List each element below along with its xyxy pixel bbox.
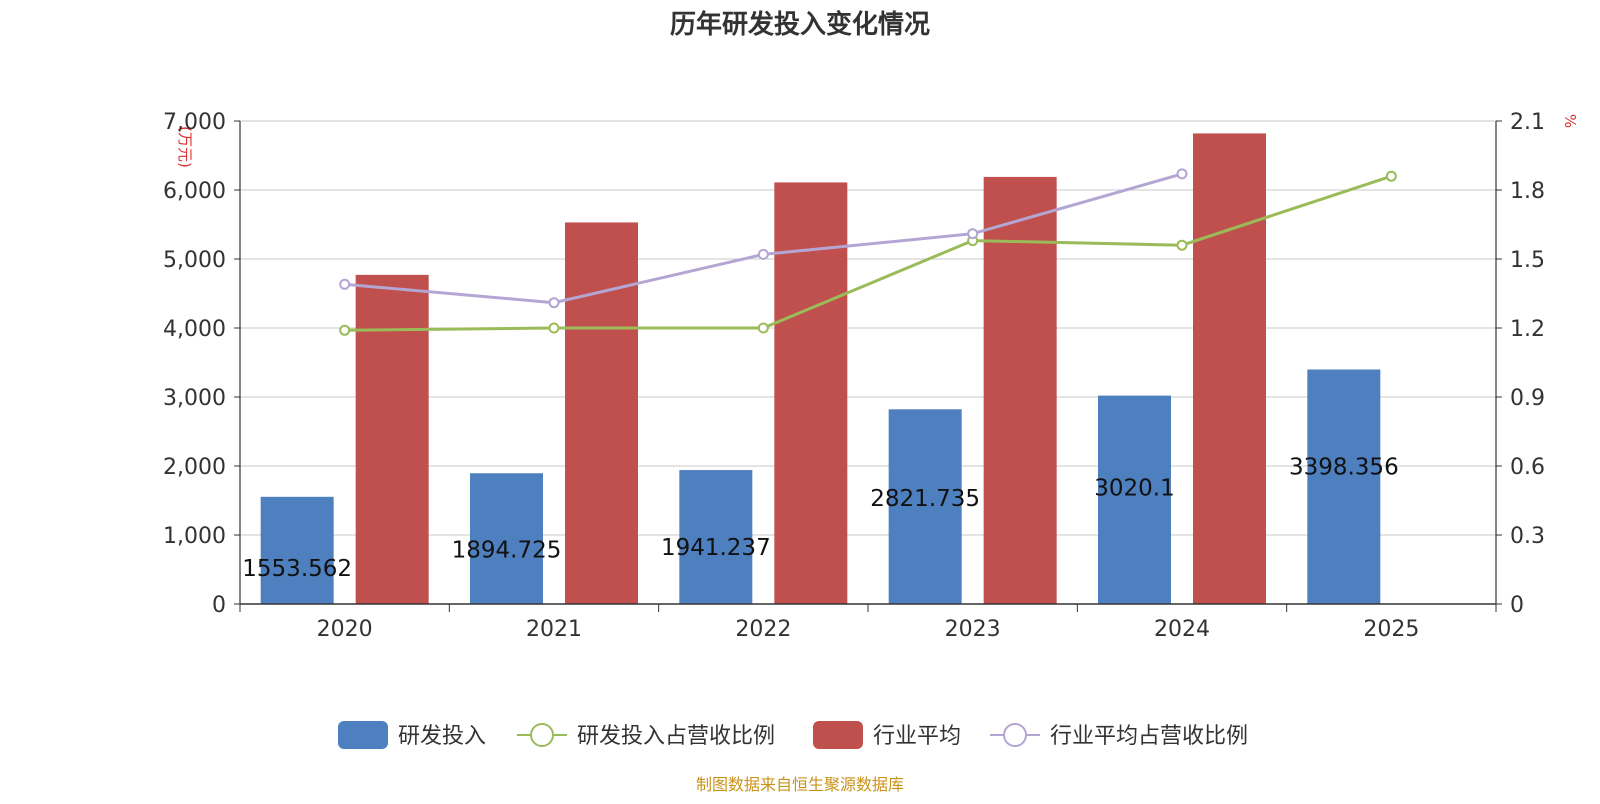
bar-data-label: 1553.562 (242, 556, 352, 582)
bar-rd-investment[interactable] (1307, 369, 1381, 604)
bar-industry-average[interactable] (1193, 133, 1266, 605)
bar-layer (260, 133, 1381, 605)
point-rd-ratio[interactable] (1176, 239, 1188, 251)
legend-marker (1003, 723, 1027, 747)
point-industry-ratio[interactable] (1176, 168, 1188, 180)
legend-label: 行业平均占营收比例 (1050, 724, 1248, 749)
legend-item[interactable]: 研发投入 (338, 721, 486, 749)
bar-data-label: 1894.725 (452, 537, 562, 563)
right-axis-unit: % (1561, 114, 1579, 128)
left-axis-tick-label: 7,000 (163, 110, 226, 135)
bar-industry-average[interactable] (565, 222, 638, 604)
left-axis-tick-label: 6,000 (163, 179, 226, 204)
bar-data-label: 3020.1 (1094, 475, 1174, 501)
series-line-rd-ratio (344, 174, 1392, 332)
x-axis-tick-label: 2024 (1154, 617, 1210, 642)
legend-label: 研发投入占营收比例 (577, 724, 775, 749)
grid-lines (240, 120, 1496, 536)
left-axis-unit: (万元) (176, 126, 194, 168)
bar-data-label: 1941.237 (661, 535, 771, 561)
right-axis-tick-label: 1.8 (1510, 179, 1545, 204)
bar-rd-investment[interactable] (1098, 395, 1171, 604)
source-note: 制图数据来自恒生聚源数据库 (696, 775, 904, 794)
x-axis-tick-label: 2025 (1363, 617, 1419, 642)
point-rd-ratio[interactable] (757, 322, 769, 334)
legend-item[interactable]: 行业平均占营收比例 (990, 723, 1248, 749)
axis-layer: 0 1,000 2,000 3,000 4,000 5,000 6,000 7,000 0 0.3… (163, 110, 1545, 642)
legend-swatch (813, 721, 863, 749)
legend-marker (530, 723, 554, 747)
point-industry-ratio[interactable] (757, 248, 769, 260)
bar-rd-investment[interactable] (470, 473, 543, 604)
x-axis-tick-label: 2020 (317, 617, 373, 642)
point-rd-ratio[interactable] (339, 324, 351, 336)
left-axis-tick-label: 0 (212, 593, 226, 618)
legend-label: 行业平均 (873, 724, 961, 749)
legend-swatch (338, 721, 388, 749)
bar-industry-average[interactable] (774, 182, 848, 604)
bar-rd-investment[interactable] (888, 409, 962, 604)
left-axis-tick-label: 3,000 (163, 386, 226, 411)
legend-item[interactable]: 行业平均 (813, 721, 961, 749)
legend-item[interactable]: 研发投入占营收比例 (517, 723, 775, 749)
point-industry-ratio[interactable] (339, 278, 351, 290)
point-rd-ratio[interactable] (1385, 170, 1397, 182)
bar-industry-average[interactable] (355, 274, 429, 604)
x-axis-tick-label: 2023 (945, 617, 1001, 642)
right-axis-tick-label: 0 (1510, 593, 1524, 618)
data-label-layer: 1553.562 1894.725 1941.237 2821.735 3020.1 33… (242, 454, 1398, 582)
legend-label: 研发投入 (398, 724, 486, 749)
left-axis-tick-label: 1,000 (163, 524, 226, 549)
right-axis-tick-label: 0.6 (1510, 455, 1545, 480)
left-axis-tick-label: 4,000 (163, 317, 226, 342)
right-axis-tick-label: 0.3 (1510, 524, 1545, 549)
point-rd-ratio[interactable] (548, 322, 560, 334)
x-axis-tick-label: 2022 (735, 617, 791, 642)
right-axis-tick-label: 2.1 (1510, 110, 1545, 135)
x-axis-tick-label: 2021 (526, 617, 582, 642)
right-axis-tick-label: 1.2 (1510, 317, 1545, 342)
bar-industry-average[interactable] (983, 176, 1057, 604)
chart-title: 历年研发投入变化情况 (670, 9, 930, 40)
left-axis-tick-label: 2,000 (163, 455, 226, 480)
line-layer (339, 168, 1397, 336)
bar-rd-investment[interactable] (679, 470, 753, 604)
right-axis-tick-label: 0.9 (1510, 386, 1545, 411)
point-industry-ratio[interactable] (967, 228, 979, 240)
left-axis-tick-label: 5,000 (163, 248, 226, 273)
right-axis-tick-label: 1.5 (1510, 248, 1545, 273)
point-industry-ratio[interactable] (548, 297, 560, 309)
legend: 研发投入 研发投入占营收比例 行业平均 行业平均占营收比例 (338, 721, 1248, 749)
bar-data-label: 3398.356 (1289, 454, 1399, 480)
bar-data-label: 2821.735 (870, 486, 980, 512)
bar-rd-investment[interactable] (260, 496, 334, 604)
